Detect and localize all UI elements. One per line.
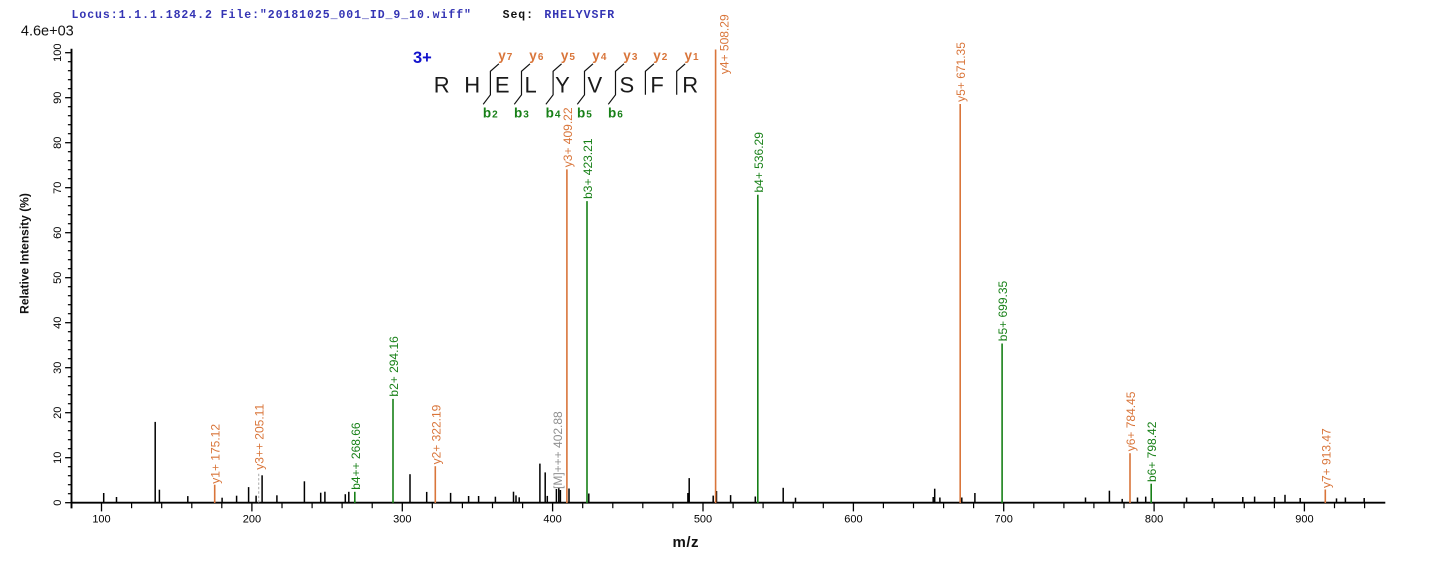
svg-text:b4+ 536.29: b4+ 536.29 [752,132,766,193]
svg-text:y1: y1 [685,48,700,63]
svg-text:H: H [464,72,480,97]
svg-text:b2+ 294.16: b2+ 294.16 [387,336,401,397]
svg-text:y6+ 784.45: y6+ 784.45 [1124,391,1138,451]
svg-text:900: 900 [1295,513,1313,525]
svg-text:0: 0 [52,500,64,506]
svg-text:E: E [495,72,510,97]
svg-text:b4++ 268.66: b4++ 268.66 [349,422,363,490]
svg-text:b6+ 798.42: b6+ 798.42 [1145,421,1159,482]
svg-text:b4: b4 [546,106,561,121]
svg-text:b5: b5 [577,106,592,121]
svg-text:50: 50 [52,272,64,284]
svg-text:S: S [620,72,635,97]
svg-text:y7+ 913.47: y7+ 913.47 [1319,428,1333,488]
svg-text:4.6e+03: 4.6e+03 [21,24,74,40]
svg-text:RHELYVSFR: RHELYVSFR [544,9,615,22]
svg-text:500: 500 [694,513,712,525]
svg-text:R: R [434,72,450,97]
svg-text:y5: y5 [561,48,576,63]
svg-text:y1+ 175.12: y1+ 175.12 [209,424,223,484]
svg-text:80: 80 [52,137,64,149]
svg-text:y4: y4 [592,48,607,63]
svg-text:100: 100 [52,44,64,62]
svg-text:L: L [524,72,536,97]
svg-text:F: F [650,72,663,97]
svg-text:y3++ 205.11: y3++ 205.11 [253,404,267,470]
svg-text:600: 600 [844,513,862,525]
svg-text:y3+ 409.22: y3+ 409.22 [561,107,575,167]
svg-text:3+: 3+ [413,49,432,67]
svg-text:y3: y3 [623,48,638,63]
svg-text:40: 40 [52,317,64,329]
svg-text:R: R [682,72,698,97]
svg-text:V: V [588,72,603,97]
svg-text:400: 400 [543,513,561,525]
svg-text:700: 700 [995,513,1013,525]
svg-text:Seq:: Seq: [503,9,534,22]
svg-text:b2: b2 [483,106,498,121]
svg-text:m/z: m/z [673,534,700,551]
svg-text:y5+ 671.35: y5+ 671.35 [954,42,968,102]
svg-text:300: 300 [393,513,411,525]
svg-text:b3+ 423.21: b3+ 423.21 [581,138,595,199]
svg-text:100: 100 [92,513,110,525]
svg-text:60: 60 [52,227,64,239]
svg-text:Relative Intensity (%): Relative Intensity (%) [18,193,32,314]
svg-text:Locus:1.1.1.1824.2 File:"20181: Locus:1.1.1.1824.2 File:"20181025_001_ID… [72,9,472,22]
svg-text:20: 20 [52,407,64,419]
svg-text:Y: Y [555,72,570,97]
svg-text:70: 70 [52,182,64,194]
svg-text:y7: y7 [498,48,513,63]
svg-text:200: 200 [243,513,261,525]
svg-text:b6: b6 [608,106,623,121]
svg-text:b3: b3 [514,106,529,121]
svg-text:y2: y2 [653,48,668,63]
svg-text:10: 10 [52,452,64,464]
svg-text:y6: y6 [529,48,544,63]
svg-text:[M]+++ 402.88: [M]+++ 402.88 [551,411,565,489]
svg-text:y4+ 508.29: y4+ 508.29 [718,14,732,74]
svg-text:30: 30 [52,362,64,374]
svg-text:90: 90 [52,92,64,104]
svg-text:b5+ 699.35: b5+ 699.35 [996,280,1010,341]
svg-text:y2+ 322.19: y2+ 322.19 [429,404,443,464]
svg-text:800: 800 [1145,513,1163,525]
